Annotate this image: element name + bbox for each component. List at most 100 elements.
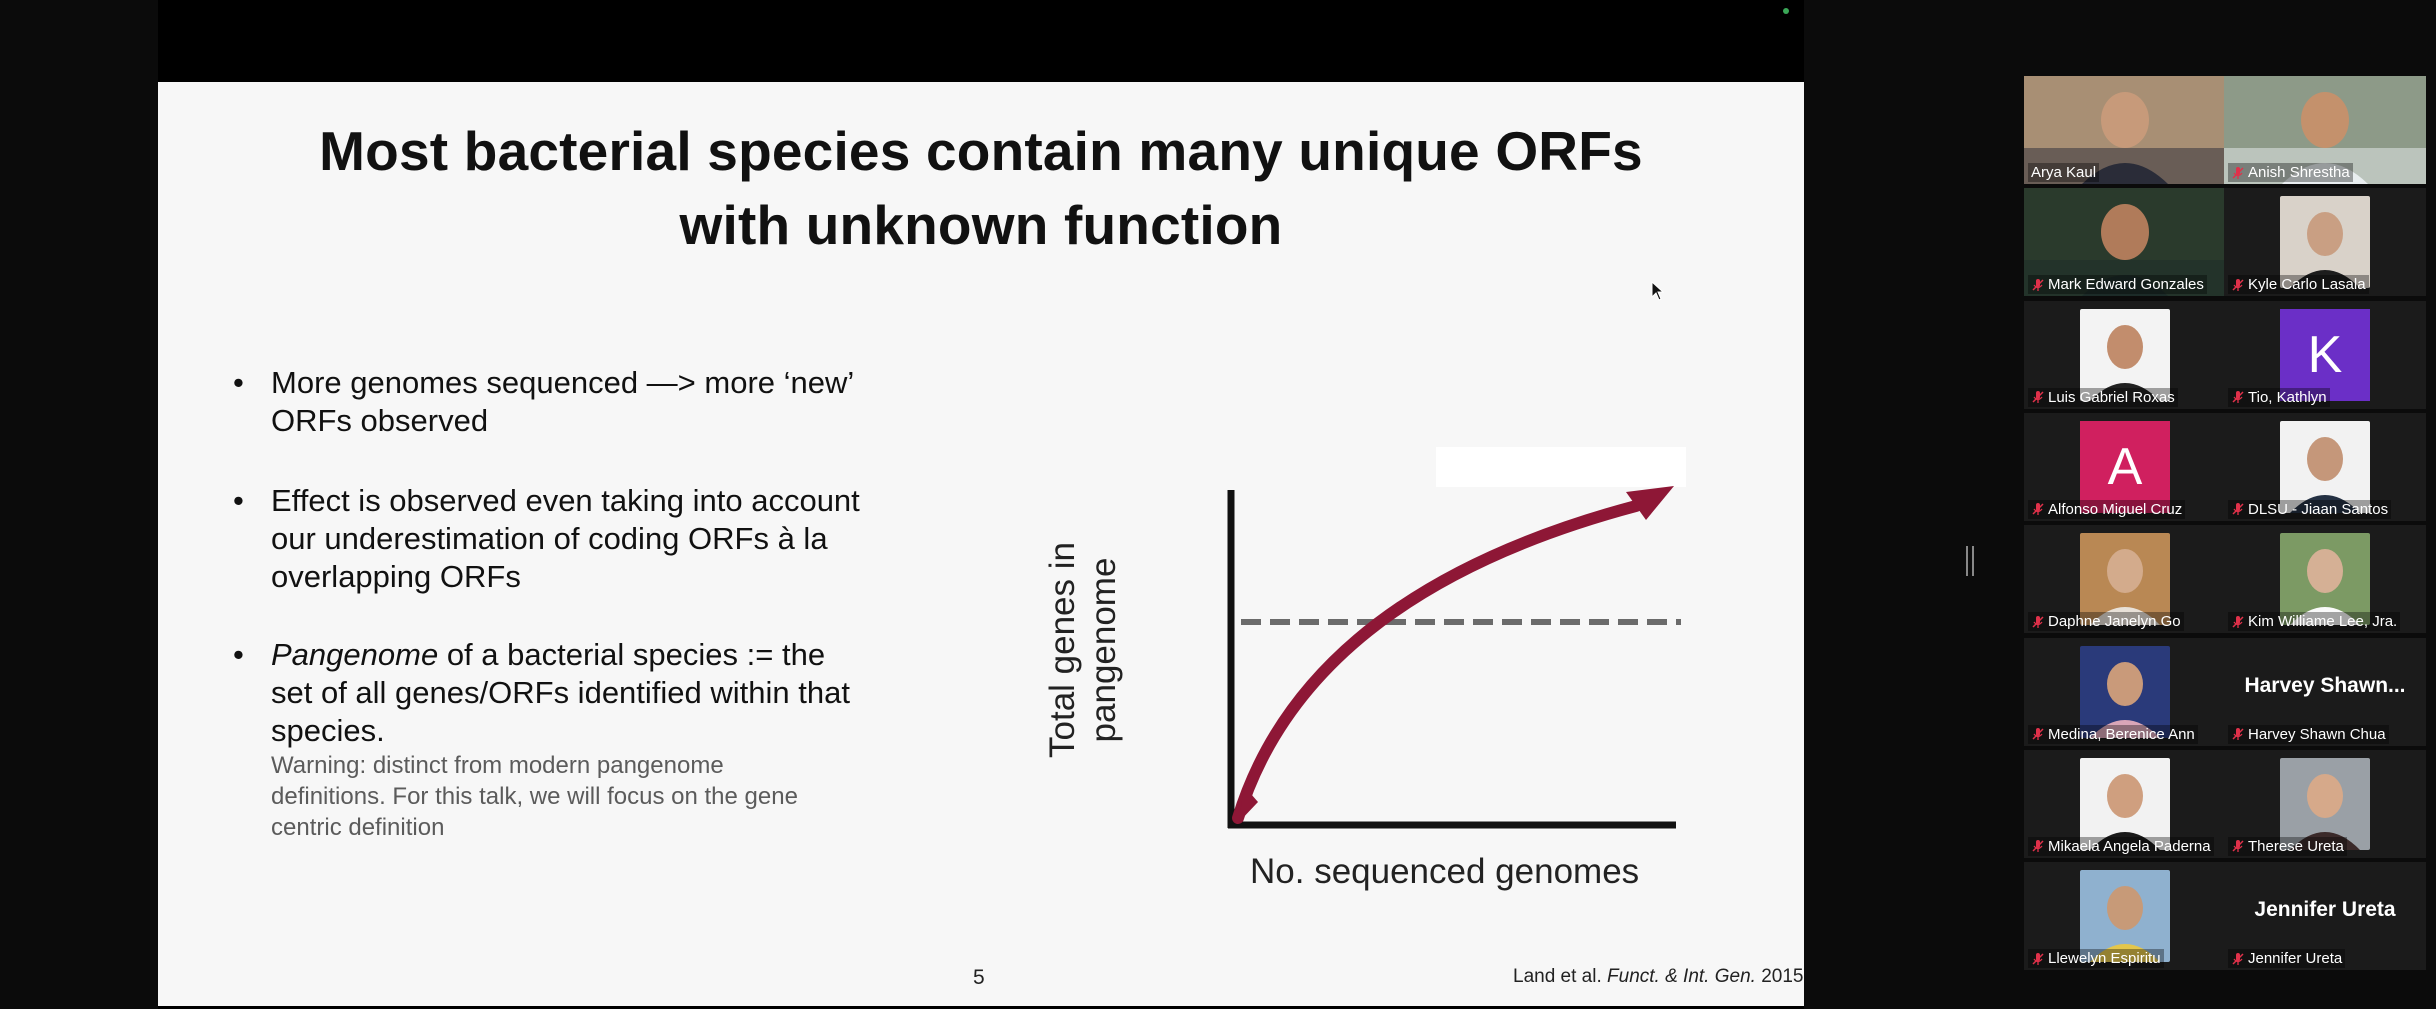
bullet-text: More genomes sequenced —> more ‘new’ ORF… [271,365,854,438]
participant-name: Alfonso Miguel Cruz [2048,500,2183,518]
chart-svg [1227,447,1686,829]
mic-muted-icon [2032,840,2044,853]
page-number: 5 [973,966,985,989]
participant-tile[interactable]: Mikaela Angela Paderna [2024,749,2226,858]
participant-photo [2080,757,2170,850]
mic-muted-icon [2232,391,2244,404]
participant-photo [2080,645,2170,738]
growth-curve [1232,500,1642,824]
participant-name-label: Daphne Janelyn Go [2028,612,2184,632]
participant-name-label: Arya Kaul [2028,163,2100,182]
mic-muted-icon [2032,728,2044,740]
participant-name-label: Harvey Shawn Chua [2228,724,2389,744]
participant-photo [2280,420,2370,513]
participant-name-label: Mikaela Angela Paderna [2028,836,2214,856]
participant-tile[interactable]: DLSU - Jiaan Santos [2224,412,2426,521]
mic-muted-icon [2232,840,2244,853]
participant-tile[interactable]: Harvey Shawn... Harvey Shawn Chua [2224,637,2426,746]
share-indicator-dot [1783,8,1789,14]
participant-name-label: Llewelyn Espiritu [2028,949,2164,969]
bullet-genomes: • More genomes sequenced —> more ‘new’ O… [233,364,871,440]
participant-tile[interactable]: Arya Kaul [2024,76,2226,184]
participant-avatar: K [2280,308,2370,401]
citation-authors: Land et al. [1513,966,1608,987]
mouse-cursor-icon [1651,281,1665,301]
presentation-slide: Most bacterial species contain many uniq… [158,82,1804,1006]
participant-name-label: Medina, Berenice Ann [2028,724,2198,744]
bullet-marker: • [233,483,244,518]
participant-name: Luis Gabriel Roxas [2048,388,2175,406]
bullet-text: Effect is observed even taking into acco… [271,483,860,594]
citation-year: 2015 [1755,966,1804,987]
bullet-marker: • [233,637,244,672]
citation: Land et al. Funct. & Int. Gen. 2015 [1513,966,1803,988]
participant-name: Kyle Carlo Lasala [2248,276,2366,294]
participant-name: Jennifer Ureta [2248,950,2343,968]
participant-tile[interactable]: Luis Gabriel Roxas [2024,300,2226,409]
participant-photo [2080,533,2170,626]
panel-resize-handle[interactable] [1966,546,1974,576]
participant-photo [2280,757,2370,850]
mic-muted-icon [2232,166,2244,179]
participant-name-label: Jennifer Ureta [2228,949,2346,969]
participant-name-label: Therese Ureta [2228,836,2347,856]
bullet-effect: • Effect is observed even taking into ac… [233,482,871,596]
slide-title: Most bacterial species contain many uniq… [319,120,1643,256]
participant-tile[interactable]: A Alfonso Miguel Cruz [2024,412,2226,521]
participant-name: Mikaela Angela Paderna [2048,837,2211,855]
participant-name: Arya Kaul [2031,164,2097,181]
y-axis-label: Total genes in pangenome [1043,542,1123,758]
x-axis-label: No. sequenced genomes [1250,852,1640,891]
participant-name: Anish Shrestha [2248,164,2350,181]
participant-tile[interactable]: Kim Williame Lee, Jra. [2224,525,2426,634]
bullet-pangenome: • Pangenome of a bacterial species := th… [233,636,871,750]
mic-muted-icon [2232,615,2244,628]
participant-avatar: A [2080,420,2170,513]
bullet-marker: • [233,365,244,400]
participant-video [2224,76,2426,184]
bullet-text: of a bacterial species := the set of all… [271,637,850,748]
participant-name-label: Anish Shrestha [2228,163,2353,182]
participant-tile[interactable]: K Tio, Kathlyn [2224,300,2426,409]
participant-name: Tio, Kathlyn [2248,388,2327,406]
participant-tile[interactable]: Medina, Berenice Ann [2024,637,2226,746]
mic-muted-icon [2032,391,2044,404]
participant-tile[interactable]: Kyle Carlo Lasala [2224,188,2426,297]
participant-photo [2080,870,2170,963]
participant-tile[interactable]: Llewelyn Espiritu [2024,862,2226,971]
mic-muted-icon [2232,503,2244,516]
participant-display-name: Jennifer Ureta [2254,898,2396,922]
participant-photo [2280,533,2370,626]
participant-tile[interactable]: Daphne Janelyn Go [2024,525,2226,634]
mic-muted-icon [2232,728,2244,740]
participant-name: Kim Williame Lee, Jra. [2248,613,2398,631]
participant-name-label: Kim Williame Lee, Jra. [2228,612,2401,632]
mic-muted-icon [2232,278,2244,291]
participant-photo [2280,196,2370,289]
participant-name: Mark Edward Gonzales [2048,276,2204,294]
participant-tile[interactable]: Mark Edward Gonzales [2024,188,2226,297]
participant-name: Therese Ureta [2248,837,2344,855]
pangenome-term: Pangenome [271,637,439,672]
participant-name-label: Luis Gabriel Roxas [2028,387,2178,407]
mic-muted-icon [2032,278,2044,291]
curve-tail-arrowhead [1239,786,1258,822]
participant-name-label: Tio, Kathlyn [2228,387,2330,407]
participant-video [2024,76,2226,184]
participant-name: Harvey Shawn Chua [2248,725,2386,743]
participant-name: DLSU - Jiaan Santos [2248,500,2389,518]
mic-muted-icon [2032,615,2044,628]
participant-name-label: DLSU - Jiaan Santos [2228,499,2392,519]
participant-name: Medina, Berenice Ann [2048,725,2195,743]
participant-gallery: Arya Kaul Anish Shrestha [2024,76,2430,976]
warning-note: Warning: distinct from modern pangenome … [271,752,798,841]
mic-muted-icon [2232,952,2244,965]
mic-muted-icon [2032,952,2044,965]
participant-tile[interactable]: Jennifer Ureta Jennifer Ureta [2224,862,2426,971]
participant-display-name: Harvey Shawn... [2244,673,2406,697]
participant-tile[interactable]: Anish Shrestha [2224,76,2426,184]
mic-muted-icon [2032,503,2044,516]
curve-arrowhead [1626,486,1674,520]
participant-name-label: Alfonso Miguel Cruz [2028,499,2186,519]
participant-tile[interactable]: Therese Ureta [2224,749,2426,858]
